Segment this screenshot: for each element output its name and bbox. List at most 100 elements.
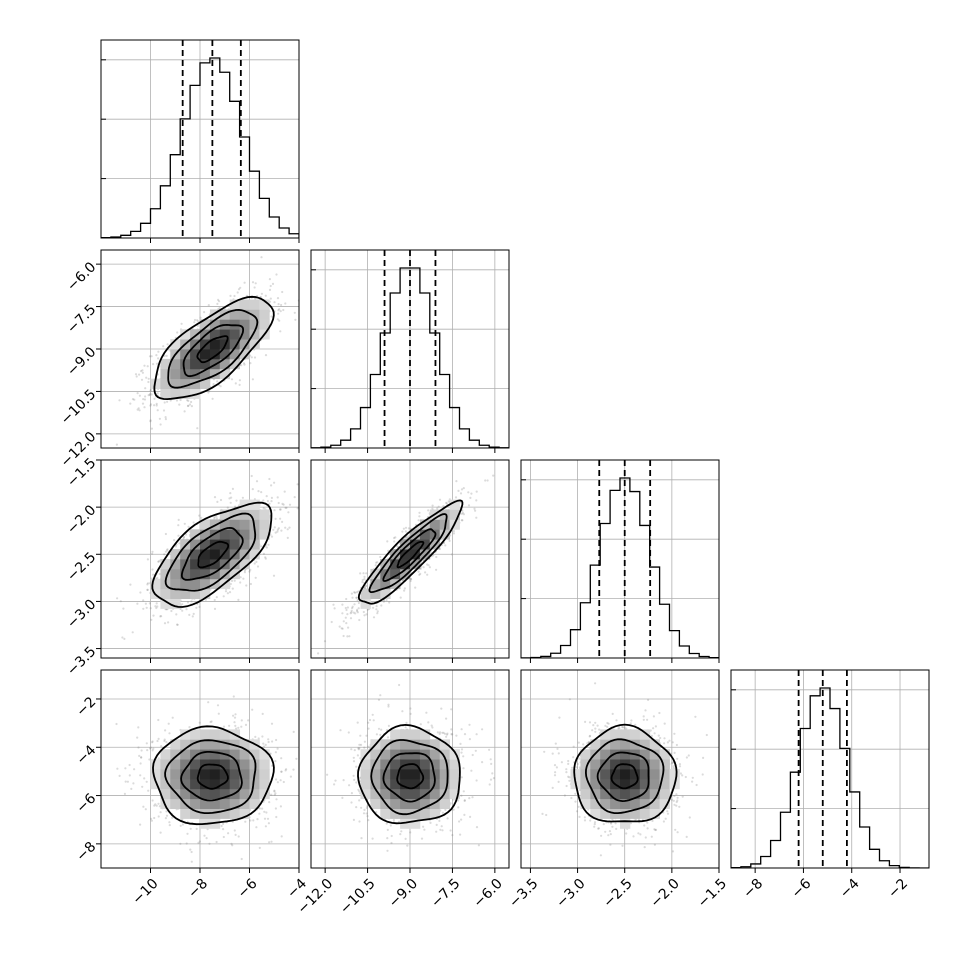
scatter-point: [277, 501, 280, 505]
scatter-point: [157, 560, 160, 563]
scatter-point: [256, 565, 260, 568]
panel-3-0: −8−6−4−2−10 −8 −6 −4: [73, 669, 310, 908]
scatter-point: [157, 357, 160, 360]
scatter-point: [404, 526, 408, 529]
scatter-point: [156, 605, 159, 608]
scatter-point: [409, 578, 413, 581]
scatter-point: [382, 600, 385, 603]
scatter-point: [355, 596, 358, 599]
scatter-point: [276, 530, 279, 533]
density-cell: [160, 388, 171, 399]
scatter-point: [276, 318, 279, 321]
scatter-point: [155, 606, 158, 610]
density-cell: [229, 539, 240, 550]
density-cell: [160, 378, 171, 389]
scatter-point: [288, 526, 291, 529]
scatter-point: [356, 611, 359, 614]
scatter-point: [276, 747, 279, 750]
scatter-point: [352, 611, 355, 614]
scatter-point: [193, 318, 197, 322]
scatter-point: [364, 585, 367, 588]
density-cell: [190, 588, 201, 599]
density-cell: [449, 499, 460, 510]
scatter-point: [393, 540, 396, 543]
density-cell: [170, 378, 181, 389]
scatter-point: [242, 577, 245, 580]
scatter-point: [268, 278, 271, 281]
scatter-point: [242, 362, 246, 365]
density-cell: [219, 529, 231, 540]
scatter-point: [162, 345, 165, 348]
scatter-point: [165, 810, 168, 813]
scatter-point: [363, 614, 366, 617]
scatter-point: [260, 256, 263, 259]
scatter-point: [146, 588, 149, 592]
scatter-point: [251, 488, 254, 491]
scatter-point: [244, 820, 247, 823]
scatter-point: [462, 487, 465, 490]
contour-2-1-0: [396, 541, 425, 569]
scatter-point: [431, 507, 434, 510]
scatter-point: [192, 521, 195, 524]
scatter-point: [176, 331, 179, 334]
scatter-point: [186, 404, 190, 408]
scatter-point: [349, 612, 352, 615]
scatter-point: [212, 383, 215, 386]
scatter-point: [365, 613, 368, 616]
contour-1-0-0: [196, 335, 229, 364]
scatter-point: [234, 505, 237, 508]
scatter-point: [133, 398, 136, 401]
density-cell: [390, 568, 401, 580]
scatter-point: [346, 606, 349, 609]
density-cell: [180, 588, 191, 599]
scatter-point: [460, 488, 464, 491]
scatter-point: [144, 395, 147, 398]
scatter-point: [187, 404, 190, 407]
scatter-point: [262, 499, 265, 502]
scatter-point: [270, 484, 273, 487]
scatter-point: [374, 564, 377, 567]
scatter-point: [461, 519, 464, 522]
density-cell: [219, 568, 231, 580]
density-cell: [239, 319, 250, 330]
scatter-point: [270, 496, 273, 499]
scatter-point: [317, 652, 320, 655]
scatter-point: [193, 321, 196, 324]
scatter-point: [213, 496, 217, 499]
scatter-point: [469, 496, 472, 499]
scatter-point: [250, 356, 253, 359]
density-cell: [239, 549, 250, 560]
density-cell: [249, 499, 260, 510]
scatter-point: [461, 509, 464, 512]
scatter-point: [248, 570, 251, 573]
scatter-point: [281, 520, 284, 524]
scatter-point: [177, 534, 180, 537]
scatter-point: [404, 530, 407, 533]
scatter-point: [407, 527, 410, 530]
scatter-point: [306, 283, 308, 285]
density-cell: [229, 568, 240, 580]
scatter-point: [275, 738, 278, 742]
scatter-point: [150, 355, 153, 358]
scatter-point: [354, 612, 357, 615]
scatter-point: [196, 427, 199, 430]
scatter-point: [154, 605, 157, 608]
scatter-point: [294, 318, 297, 321]
scatter-point: [250, 474, 253, 478]
scatter-point: [282, 503, 285, 506]
scatter-point: [177, 524, 180, 527]
scatter-point: [399, 596, 402, 599]
scatter-point: [387, 549, 390, 552]
contour-2-0-3: [151, 501, 273, 608]
density-cell: [170, 568, 181, 580]
scatter-point: [121, 636, 124, 639]
scatter-point: [132, 782, 135, 785]
scatter-point: [237, 835, 240, 838]
scatter-point: [262, 507, 265, 510]
scatter-point: [253, 286, 256, 289]
density-cell: [219, 329, 231, 340]
scatter-point: [362, 610, 365, 614]
scatter-point: [270, 840, 273, 843]
scatter-point: [254, 576, 257, 579]
scatter-point: [183, 522, 186, 525]
